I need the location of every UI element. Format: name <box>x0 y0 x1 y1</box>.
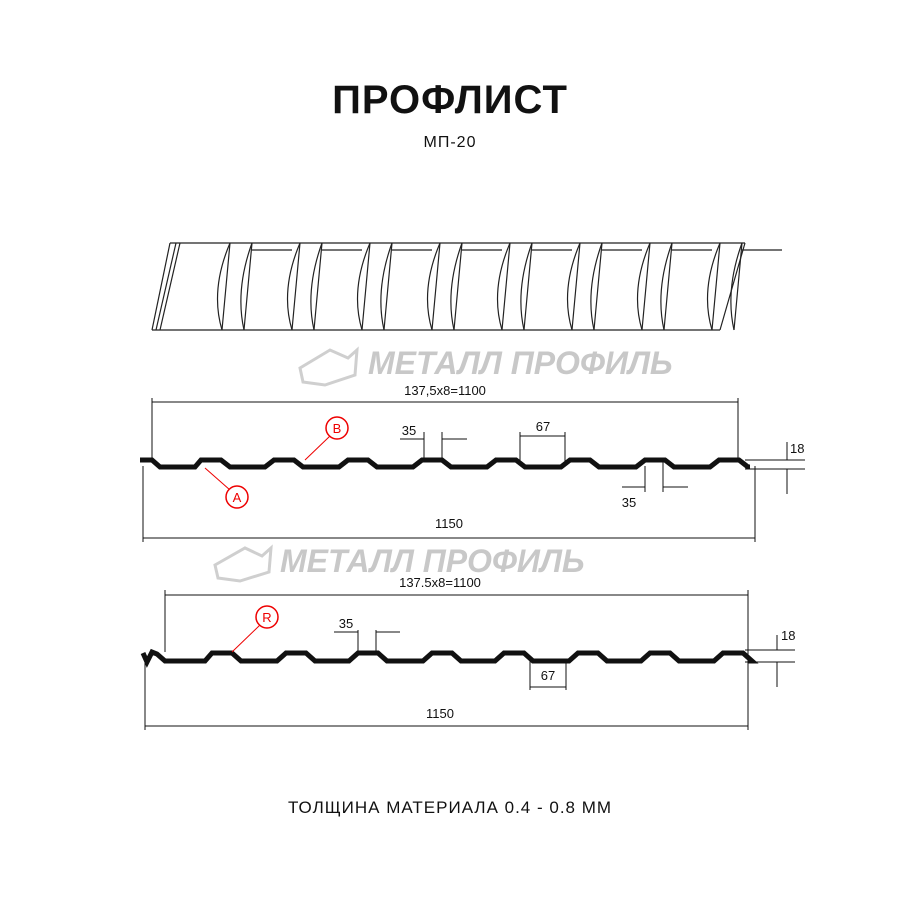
callout-b-label: B <box>333 421 342 436</box>
sheet-edge <box>159 242 181 331</box>
watermark-1: МЕТАЛЛ ПРОФИЛЬ <box>298 345 673 387</box>
sheet-edge <box>356 242 371 331</box>
sheet-edge <box>660 242 673 331</box>
sheet-edge <box>706 242 721 331</box>
callout-a <box>225 485 249 509</box>
sheet-edge <box>520 242 533 331</box>
sheet-edge <box>641 242 651 331</box>
sheet-edge <box>155 242 177 331</box>
dim-height-label: 18 <box>790 441 804 456</box>
dim-crest-lower-label: 35 <box>622 495 636 510</box>
sheet-edge <box>286 242 301 331</box>
sheet-edge <box>523 242 533 331</box>
material-thickness: ТОЛЩИНА МАТЕРИАЛА 0.4 - 0.8 ММ <box>287 798 613 817</box>
sheet-edge <box>291 242 301 331</box>
sheet-edge <box>590 242 603 331</box>
dim-bottom-label: 1150 <box>426 706 454 721</box>
dim-crest-label: 35 <box>402 423 416 438</box>
watermark-2: МЕТАЛЛ ПРОФИЛЬ <box>213 543 585 583</box>
sheet-edge <box>711 242 721 331</box>
sheet-edge <box>426 242 441 331</box>
dim-height-label: 18 <box>781 628 795 643</box>
watermark-logo-icon <box>213 544 273 583</box>
sheet-edge <box>240 242 253 331</box>
callout-a-label: A <box>233 490 242 505</box>
sheet-edge <box>453 242 463 331</box>
watermark-logo-icon <box>298 346 359 387</box>
sheet-edge <box>313 242 323 331</box>
callout-r-label: R <box>262 610 271 625</box>
profile-r: 137.5x8=1100 1150 35 67 18 R <box>140 575 795 730</box>
profile-line <box>140 457 750 470</box>
watermark-text: МЕТАЛЛ ПРОФИЛЬ <box>280 543 585 579</box>
callout-r <box>255 605 279 629</box>
dim-top-label: 137,5x8=1100 <box>404 383 486 398</box>
sheet-edge <box>383 242 393 331</box>
watermark-text: МЕТАЛЛ ПРОФИЛЬ <box>368 345 673 381</box>
sheet-edge <box>663 242 673 331</box>
sheet-3d-view <box>151 242 782 331</box>
sheet-edge <box>571 242 581 331</box>
sheet-edge <box>380 242 393 331</box>
sheet-edge <box>310 242 323 331</box>
sheet-edge <box>450 242 463 331</box>
dim-top-label: 137.5x8=1100 <box>399 575 481 590</box>
sheet-edge <box>496 242 511 331</box>
dim-valley-label: 67 <box>541 668 555 683</box>
dim-crest-label: 35 <box>339 616 353 631</box>
sheet-edge <box>151 242 171 331</box>
profile-a: 137,5x8=1100 1150 35 67 35 18 B A <box>140 383 805 542</box>
sheet-edge <box>593 242 603 331</box>
sheet-edge <box>566 242 581 331</box>
page-title: ПРОФЛИСТ <box>332 78 568 122</box>
callout-b <box>325 416 349 440</box>
model-subtitle: МП-20 <box>423 134 477 151</box>
sheet-edge <box>733 242 743 331</box>
profile-line <box>140 648 759 668</box>
sheet-edge <box>636 242 651 331</box>
dim-bottom-label: 1150 <box>435 516 463 531</box>
sheet-edge <box>361 242 371 331</box>
sheet-edge <box>216 242 231 331</box>
sheet-edge <box>730 242 743 331</box>
sheet-edge <box>431 242 441 331</box>
sheet-edge <box>243 242 253 331</box>
sheet-edge <box>221 242 231 331</box>
dim-valley-label: 67 <box>536 419 550 434</box>
sheet-edge <box>501 242 511 331</box>
